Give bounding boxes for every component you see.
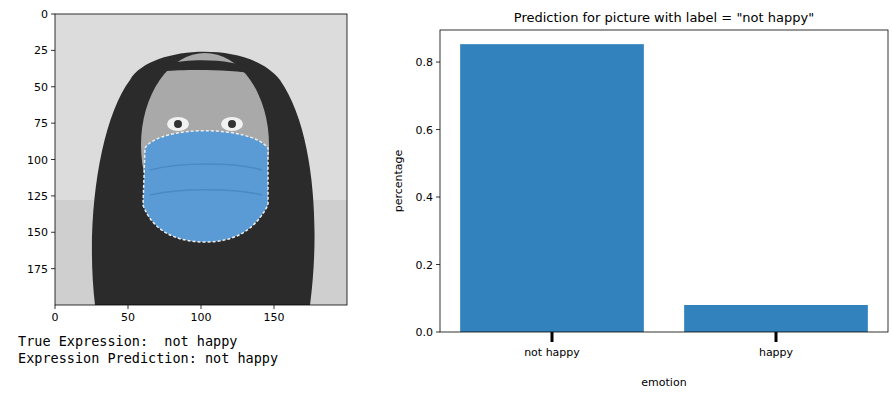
photo-fringe	[140, 60, 268, 78]
annotation: True Expression: not happy	[18, 333, 237, 349]
bar-axes: 0.0 0.2 0.4 0.6 0.8 not happy happy Prediction …	[392, 10, 888, 389]
x-tick-label: 50	[121, 311, 135, 324]
photo-eye	[221, 117, 243, 131]
y-tick	[51, 123, 55, 124]
bar	[460, 44, 644, 332]
photo	[55, 14, 347, 305]
y-tick	[51, 14, 55, 15]
x-tick	[55, 305, 56, 309]
x-axis-label: emotion	[641, 376, 686, 389]
x-tick	[775, 332, 778, 342]
photo-background	[55, 14, 347, 305]
photo-mask	[143, 131, 268, 242]
y-tick-label: 50	[34, 81, 48, 94]
figure: 0 50 100 150 0 25 50 75 100 125 150 175 True Express…	[0, 0, 892, 398]
y-tick	[436, 129, 440, 130]
y-tick-label: 25	[34, 44, 48, 57]
x-tick-label: 0	[52, 311, 59, 324]
y-tick-label: 0.2	[416, 259, 434, 272]
photo-hair	[92, 52, 315, 305]
photo-pupil	[228, 120, 236, 128]
y-tick	[51, 86, 55, 87]
y-tick-label: 75	[34, 117, 48, 130]
axes-frame	[55, 14, 347, 305]
y-tick	[436, 62, 440, 63]
y-tick-label: 125	[27, 190, 48, 203]
image-axes: 0 50 100 150 0 25 50 75 100 125 150 175	[27, 8, 347, 324]
y-tick-label: 0.0	[416, 326, 434, 339]
y-tick	[51, 159, 55, 160]
x-tick-label: 150	[264, 311, 285, 324]
title: Prediction for picture with label = "not…	[514, 10, 814, 25]
y-tick-label: 0.8	[416, 56, 434, 69]
x-tick	[274, 305, 275, 309]
y-tick-label: 0.4	[416, 191, 434, 204]
y-tick-label: 175	[27, 263, 48, 276]
y-tick	[436, 197, 440, 198]
y-tick	[51, 268, 55, 269]
y-axis-label: percentage	[392, 149, 405, 212]
x-tick	[128, 305, 129, 309]
axes-frame	[440, 30, 888, 332]
y-tick	[51, 50, 55, 51]
photo-eye	[167, 117, 189, 131]
x-tick-label: not happy	[524, 346, 580, 359]
y-tick-label: 100	[27, 154, 48, 167]
photo-mask-fold	[150, 164, 262, 195]
y-tick	[436, 264, 440, 265]
annotation: Expression Prediction: not happy	[18, 350, 278, 366]
y-tick	[436, 332, 440, 333]
y-tick-label: 0.6	[416, 124, 434, 137]
x-tick-label: happy	[759, 346, 794, 359]
bar	[684, 305, 868, 332]
bars	[460, 44, 868, 332]
y-tick	[51, 195, 55, 196]
x-tick	[551, 332, 554, 342]
y-tick-label: 0	[41, 8, 48, 21]
y-tick-label: 150	[27, 226, 48, 239]
photo-pupil	[174, 120, 182, 128]
y-tick	[51, 232, 55, 233]
x-tick	[201, 305, 202, 309]
x-tick-label: 100	[191, 311, 212, 324]
